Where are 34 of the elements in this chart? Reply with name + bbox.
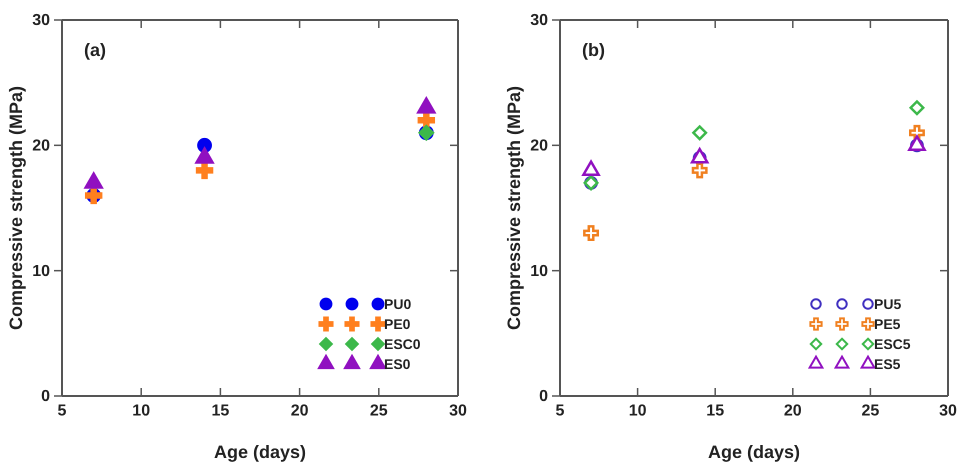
y-tick-label: 30 [32,12,50,30]
legend-label: PU0 [384,296,412,312]
x-tick-label: 25 [370,402,388,420]
x-tick-label: 15 [212,402,230,420]
y-axis-title: Compressive strength (MPa) [6,86,26,330]
x-tick-label: 10 [132,402,150,420]
legend-label: PE5 [874,316,901,332]
y-tick-label: 10 [32,262,50,280]
x-tick-label: 10 [628,402,647,420]
y-tick-label: 20 [32,137,50,154]
legend-label: ESC0 [384,336,421,352]
annotation: (b) [582,40,605,60]
legend-label: ES5 [874,356,901,372]
x-axis-title: Age (days) [708,442,800,462]
x-tick-label: 5 [58,402,67,420]
y-tick-label: 30 [530,12,548,30]
legend-label: ES0 [384,356,411,372]
x-tick-label: 30 [449,402,467,420]
legend-label: PU5 [874,296,902,312]
y-tick-label: 0 [41,388,50,406]
x-axis-title: Age (days) [214,442,306,462]
x-tick-label: 5 [556,402,565,420]
y-axis-title: Compressive strength (MPa) [504,86,524,330]
legend-label: ESC5 [874,336,911,352]
legend-label: PE0 [384,316,411,332]
annotation: (a) [84,40,106,60]
y-tick-label: 10 [530,262,548,280]
y-tick-label: 20 [530,137,548,154]
x-tick-label: 20 [290,402,309,420]
x-tick-label: 25 [862,402,880,420]
y-tick-label: 0 [539,388,548,406]
x-tick-label: 20 [784,402,802,420]
x-tick-label: 15 [706,402,724,420]
x-tick-label: 30 [939,402,957,420]
